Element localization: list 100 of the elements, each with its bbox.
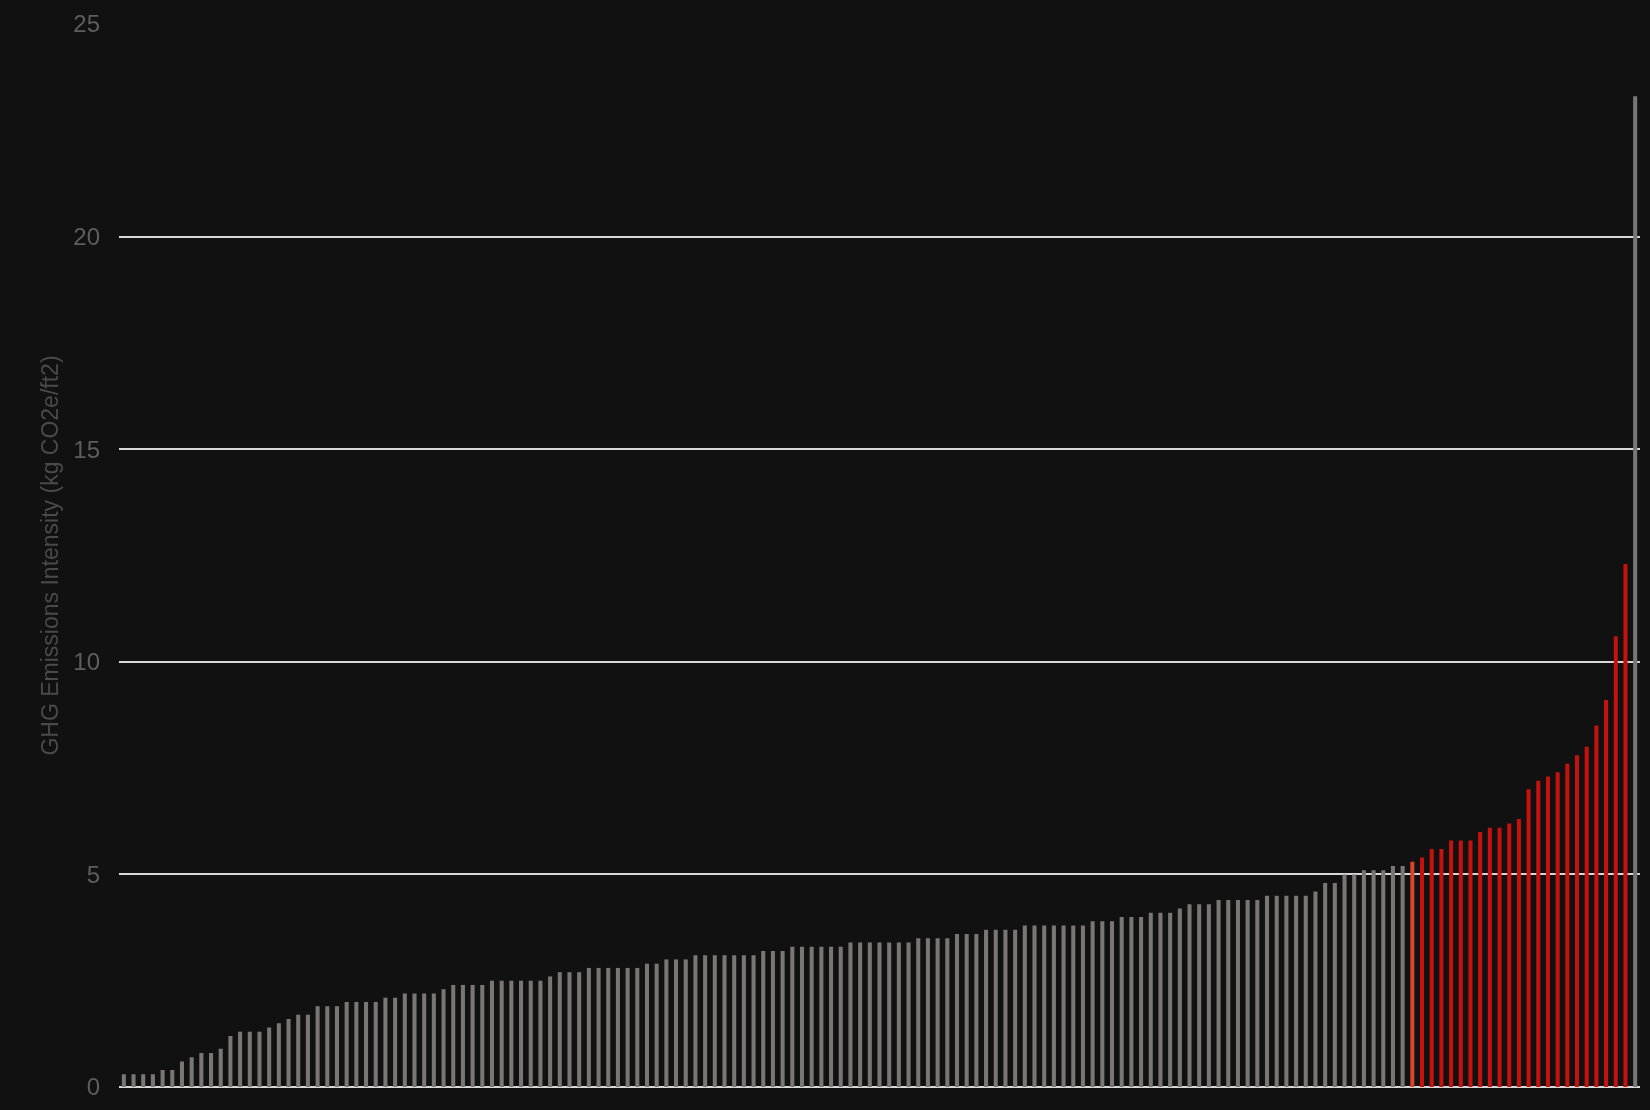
bar bbox=[1061, 925, 1066, 1087]
bar bbox=[1633, 96, 1638, 1087]
bar bbox=[615, 967, 620, 1087]
bar bbox=[451, 984, 456, 1087]
bar bbox=[1187, 904, 1192, 1087]
bar bbox=[819, 946, 824, 1087]
bar bbox=[1536, 780, 1541, 1087]
bar bbox=[683, 959, 688, 1087]
bar bbox=[470, 984, 475, 1087]
bar bbox=[1177, 908, 1182, 1087]
bar bbox=[1245, 899, 1250, 1087]
bar bbox=[499, 980, 504, 1087]
bar bbox=[1255, 899, 1260, 1087]
bar bbox=[703, 955, 708, 1087]
bar bbox=[1197, 904, 1202, 1087]
bar bbox=[964, 933, 969, 1087]
bar bbox=[625, 967, 630, 1087]
bar bbox=[1109, 921, 1115, 1087]
bar bbox=[228, 1035, 233, 1087]
bar bbox=[761, 950, 766, 1087]
bar bbox=[1468, 840, 1473, 1087]
bar bbox=[170, 1069, 175, 1087]
bar bbox=[577, 972, 582, 1087]
y-tick-label: 25 bbox=[73, 10, 100, 38]
bar bbox=[974, 933, 979, 1087]
bar bbox=[1613, 636, 1618, 1087]
bar bbox=[1594, 725, 1599, 1087]
bar bbox=[189, 1057, 194, 1087]
bar bbox=[780, 950, 785, 1087]
bar bbox=[838, 946, 843, 1087]
y-tick-label: 10 bbox=[73, 648, 100, 676]
bar bbox=[1216, 899, 1221, 1087]
bar bbox=[315, 1006, 320, 1087]
bar bbox=[1264, 895, 1270, 1087]
bar bbox=[1419, 857, 1425, 1087]
bar bbox=[1410, 861, 1415, 1087]
bar bbox=[1100, 921, 1105, 1087]
bar bbox=[635, 967, 640, 1087]
bar bbox=[1458, 840, 1463, 1087]
bar bbox=[1565, 763, 1570, 1087]
bar bbox=[1497, 827, 1502, 1087]
y-tick-label: 15 bbox=[73, 435, 100, 463]
bar bbox=[489, 980, 495, 1087]
bar bbox=[373, 1001, 378, 1087]
bar bbox=[751, 955, 756, 1087]
bar bbox=[480, 984, 485, 1087]
bar bbox=[557, 972, 562, 1087]
bar bbox=[916, 938, 921, 1087]
bar bbox=[334, 1006, 340, 1087]
bar bbox=[770, 950, 775, 1087]
bar bbox=[402, 993, 407, 1087]
bar bbox=[644, 963, 650, 1087]
bar bbox=[809, 946, 814, 1087]
bar bbox=[887, 942, 892, 1087]
bar bbox=[393, 997, 398, 1087]
bar bbox=[412, 993, 417, 1087]
bar bbox=[276, 1023, 281, 1087]
bar bbox=[1526, 789, 1531, 1087]
bar bbox=[1226, 899, 1231, 1087]
bar bbox=[935, 938, 940, 1087]
bar bbox=[606, 967, 611, 1087]
bar bbox=[131, 1074, 136, 1087]
y-tick-label: 5 bbox=[86, 860, 100, 888]
bar bbox=[528, 980, 533, 1087]
bar bbox=[1361, 870, 1366, 1087]
y-axis-title: GHG Emissions Intensity (kg CO2e/ft2) bbox=[36, 355, 63, 756]
y-tick-label: 0 bbox=[86, 1073, 100, 1101]
bar bbox=[1051, 925, 1056, 1087]
bar bbox=[799, 946, 805, 1087]
bar bbox=[1555, 772, 1560, 1087]
bar bbox=[867, 942, 872, 1087]
bar bbox=[305, 1014, 310, 1087]
bar bbox=[877, 942, 882, 1087]
bar bbox=[179, 1061, 185, 1087]
bar bbox=[364, 1001, 369, 1087]
bar bbox=[286, 1018, 291, 1087]
bar bbox=[1574, 755, 1580, 1087]
bar bbox=[422, 993, 427, 1087]
bar bbox=[1516, 819, 1521, 1087]
bar bbox=[460, 984, 465, 1087]
bar bbox=[1303, 895, 1308, 1087]
bar bbox=[925, 938, 930, 1087]
bar bbox=[519, 980, 524, 1087]
bar bbox=[906, 942, 911, 1087]
bar bbox=[596, 967, 601, 1087]
bar bbox=[1313, 891, 1318, 1087]
bar bbox=[1235, 899, 1240, 1087]
bar bbox=[722, 955, 727, 1087]
bar bbox=[1003, 929, 1008, 1087]
bar bbox=[712, 955, 717, 1087]
bar bbox=[1206, 904, 1211, 1087]
bar bbox=[1439, 848, 1444, 1087]
bar bbox=[1449, 840, 1454, 1087]
bar bbox=[247, 1031, 252, 1087]
bar bbox=[1371, 870, 1376, 1087]
bar bbox=[383, 997, 388, 1087]
bar bbox=[1381, 870, 1386, 1087]
bar bbox=[1090, 921, 1095, 1087]
bar bbox=[1604, 700, 1609, 1087]
bar bbox=[1507, 823, 1512, 1087]
